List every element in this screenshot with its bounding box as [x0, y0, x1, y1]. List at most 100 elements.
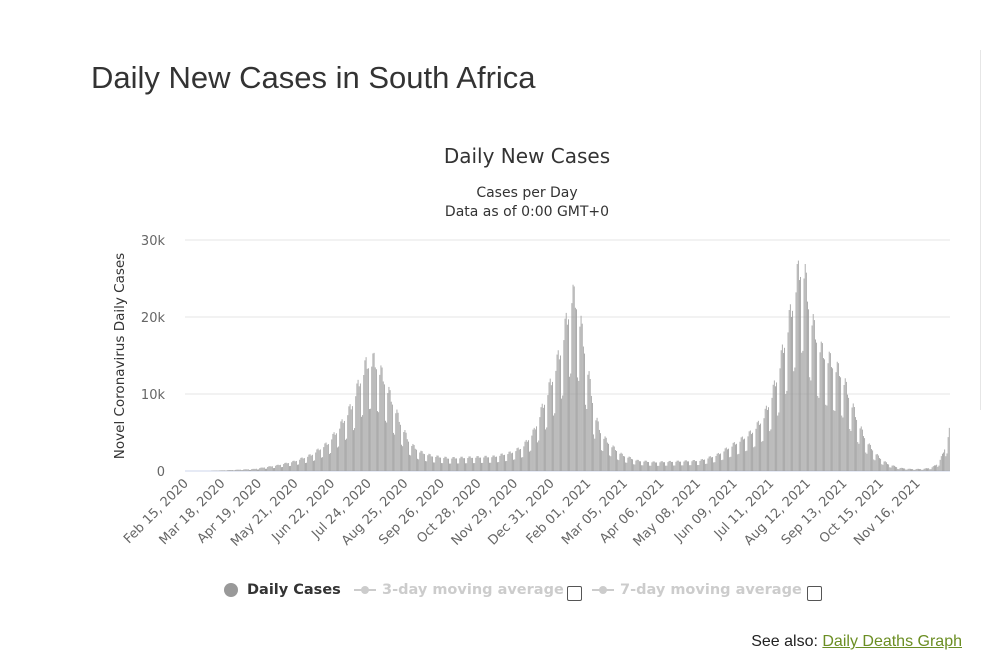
bar [229, 470, 231, 471]
bar [219, 470, 221, 471]
bar [434, 462, 436, 471]
bar [357, 379, 359, 471]
bar [906, 469, 908, 471]
bar [699, 460, 701, 471]
bar [743, 439, 744, 471]
bar [529, 451, 530, 471]
bar [387, 393, 389, 471]
bar [915, 469, 917, 471]
toggle-3-day-average-checkbox[interactable] [567, 586, 582, 601]
bar [855, 417, 856, 471]
bar [287, 463, 289, 471]
bar [792, 310, 793, 471]
bar [346, 438, 348, 471]
bar [303, 458, 305, 471]
bar [506, 460, 508, 471]
bar [701, 458, 703, 471]
bar [261, 467, 263, 471]
y-tick-labels: 0 10k 20k 30k [141, 234, 166, 480]
bar [451, 458, 453, 471]
daily-deaths-graph-link[interactable]: Daily Deaths Graph [822, 633, 962, 650]
bar [932, 466, 934, 471]
bar [453, 456, 455, 471]
bar [523, 446, 525, 471]
bar [531, 435, 533, 471]
toggle-7-day-average-checkbox[interactable] [807, 586, 822, 601]
bar [375, 369, 377, 471]
bar [388, 386, 390, 471]
bar [776, 382, 777, 471]
bar [245, 469, 247, 471]
legend-item-3-day-average[interactable]: 3-day moving average [354, 582, 564, 598]
bar [324, 443, 326, 471]
bar [442, 463, 444, 471]
bar [884, 461, 886, 471]
bar [570, 373, 572, 471]
bar [786, 390, 788, 471]
bar [414, 448, 416, 471]
bar [473, 463, 474, 471]
bar [440, 457, 441, 471]
bar [897, 468, 899, 471]
y-tick-label: 0 [157, 465, 165, 480]
bar [836, 361, 838, 471]
bar [313, 460, 314, 471]
bar [230, 470, 232, 471]
bar [351, 406, 353, 471]
bar [555, 370, 557, 471]
bar [284, 462, 286, 471]
bar [887, 464, 888, 471]
bar [415, 449, 417, 471]
bar [231, 470, 233, 471]
bar [250, 469, 251, 471]
bar [243, 469, 245, 471]
bar [697, 465, 699, 471]
bar [493, 455, 495, 471]
bar [300, 457, 302, 471]
bar [348, 406, 350, 471]
bar [508, 451, 510, 471]
bar [528, 440, 529, 471]
bar [666, 465, 668, 471]
bar [533, 427, 535, 471]
bar [252, 468, 254, 471]
bar [386, 422, 388, 471]
bar [686, 461, 688, 471]
legend-item-daily-cases[interactable]: Daily Cases [224, 582, 341, 598]
bar [752, 432, 753, 471]
bar [577, 377, 579, 471]
bar [681, 465, 683, 471]
bar [744, 438, 745, 471]
bar [579, 326, 581, 471]
bar [820, 341, 822, 471]
bar [735, 444, 736, 471]
bar [541, 403, 543, 471]
bar [273, 468, 274, 471]
bar [233, 470, 234, 471]
legend-item-7-day-average[interactable]: 7-day moving average [592, 582, 802, 598]
bar [580, 315, 582, 471]
bar [298, 464, 300, 471]
bar [764, 408, 766, 471]
bar [818, 397, 820, 471]
bar [939, 459, 941, 471]
bar [691, 461, 693, 471]
bar [396, 409, 398, 471]
bar [664, 462, 665, 471]
y-tick-label: 30k [141, 234, 166, 249]
x-tick-label: Jun 22, 2020 [269, 476, 339, 546]
bar [581, 323, 583, 471]
bar [753, 447, 755, 471]
bar [627, 457, 629, 471]
bar [425, 461, 426, 471]
bar [574, 307, 576, 471]
bar [586, 409, 588, 471]
bar [868, 443, 870, 471]
bar [377, 411, 378, 471]
bar [407, 441, 409, 471]
bar [301, 457, 303, 471]
bar [277, 464, 279, 471]
bar [429, 454, 431, 471]
bar [916, 468, 918, 471]
